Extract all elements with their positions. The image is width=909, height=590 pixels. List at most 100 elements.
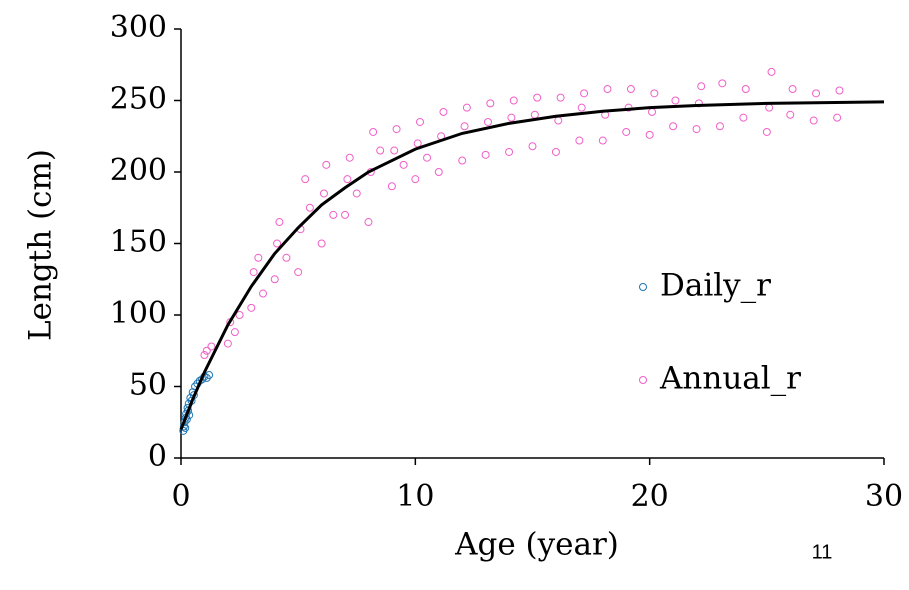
point [301,175,310,184]
point [392,125,401,134]
point [434,168,443,176]
point [507,113,516,122]
point [809,116,818,125]
point [413,139,422,148]
point [765,103,774,112]
point [390,146,399,155]
point [692,125,701,134]
point [282,253,291,262]
x-tick-label: 30 [865,479,903,514]
point [671,96,680,105]
point [343,175,352,184]
point [259,289,268,298]
point [786,110,795,119]
point [739,113,748,122]
legend-label: Daily_r [660,268,771,304]
y-tick-label: 50 [129,368,167,403]
point [835,86,844,95]
y-tick-label: 150 [110,225,167,260]
point [650,89,659,98]
x-axis-title: Age (year) [454,527,619,563]
point [205,371,214,380]
point [235,311,244,319]
point [319,189,328,198]
legend-marker [639,376,647,384]
point [554,116,563,125]
point [622,127,631,136]
point [411,175,420,184]
point [305,203,314,212]
point [294,268,303,277]
legend-label: Annual_r [659,361,801,397]
point [423,153,432,162]
point [741,85,750,94]
point [345,153,354,162]
fit-line [179,100,885,430]
point [275,218,284,227]
point [556,93,565,102]
x-tick-label: 20 [631,479,669,514]
point [812,89,821,98]
point [364,218,373,227]
point [202,346,211,355]
point [598,136,607,145]
point [718,79,727,88]
point [697,82,706,91]
point [509,96,518,105]
point [645,130,654,139]
point [273,239,282,248]
point [528,142,537,151]
point [626,85,635,94]
point [230,328,239,337]
point [223,339,232,348]
point [270,275,279,284]
point [462,103,471,112]
point [387,182,396,191]
page-number: 11 [812,541,833,563]
point [207,342,216,351]
point [317,239,326,248]
point [322,160,331,169]
point [416,117,425,126]
point [530,110,539,119]
point [341,210,350,219]
point [767,67,776,76]
point [580,89,589,98]
y-tick-label: 0 [148,439,167,474]
point [483,117,492,126]
point [249,268,258,277]
y-axis-title: Length (cm) [23,149,59,341]
point [669,122,678,131]
point [399,160,408,169]
y-tick-label: 200 [110,153,167,188]
point [575,136,584,145]
point [376,146,385,155]
point [254,253,263,262]
point [833,113,842,122]
x-tick-label: 0 [171,479,190,514]
y-tick-label: 250 [110,82,167,117]
y-tick-label: 300 [110,10,167,45]
point [481,150,490,159]
point [505,147,514,156]
point [762,127,771,136]
y-tick-label: 100 [110,296,167,331]
point [551,147,560,156]
point [200,351,209,360]
point [533,93,542,102]
point [486,99,495,108]
x-tick-label: 10 [396,479,434,514]
legend-marker [639,283,647,291]
point [352,189,361,198]
point [577,103,586,112]
point [329,210,338,219]
point [439,107,448,116]
point [648,107,657,116]
point [715,122,724,131]
point [788,85,797,94]
point [458,156,467,165]
point [247,303,256,312]
point [603,85,612,94]
